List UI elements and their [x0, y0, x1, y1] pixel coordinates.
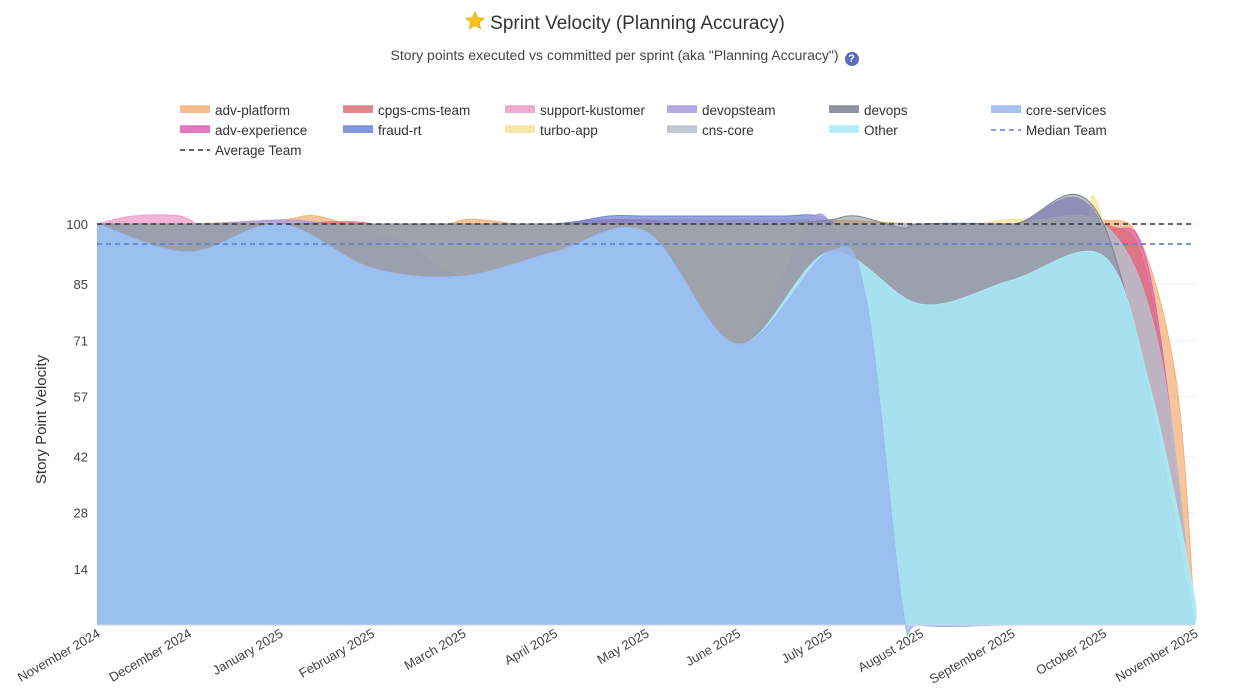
legend-item-adv-experience[interactable]: adv-experience	[180, 123, 307, 138]
x-tick-label: June 2025	[683, 626, 743, 669]
area-core-services[interactable]	[97, 223, 1195, 635]
x-tick-label: May 2025	[595, 626, 652, 668]
legend-label: devopsteam	[702, 103, 776, 118]
legend-label: cpgs-cms-team	[378, 103, 470, 118]
x-tick-label: December 2024	[106, 626, 194, 685]
legend-label: Average Team	[215, 143, 302, 158]
y-tick-label: 100	[66, 217, 88, 232]
legend-swatch	[667, 126, 697, 133]
help-icon[interactable]: ?	[844, 52, 859, 66]
legend-label: core-services	[1026, 103, 1107, 118]
x-tick-label: April 2025	[502, 626, 560, 668]
x-tick-label: September 2025	[927, 626, 1018, 687]
x-tick-label: July 2025	[779, 626, 835, 667]
x-tick-label: August 2025	[855, 626, 926, 675]
legend-item-devops[interactable]: devops	[829, 103, 908, 118]
legend-swatch	[991, 106, 1021, 113]
x-tick-label: November 2024	[15, 626, 103, 685]
legend-item-median-team[interactable]: Median Team	[991, 123, 1107, 138]
legend-swatch	[829, 106, 859, 113]
legend-label: devops	[864, 103, 908, 118]
y-tick-label: 57	[74, 389, 88, 404]
star-icon	[465, 10, 486, 30]
legend-item-support-kustomer[interactable]: support-kustomer	[505, 103, 646, 118]
legend-item-other[interactable]: Other	[829, 123, 898, 138]
legend-label: Other	[864, 123, 898, 138]
area-line-core-services	[96, 223, 1196, 636]
chart-subtitle-text: Story points executed vs committed per s…	[390, 47, 839, 63]
legend-label: turbo-app	[540, 123, 598, 138]
legend-swatch	[505, 126, 535, 133]
legend-item-fraud-rt[interactable]: fraud-rt	[343, 123, 422, 138]
y-tick-label: 71	[74, 333, 88, 348]
legend-label: adv-platform	[215, 103, 290, 118]
legend-item-turbo-app[interactable]: turbo-app	[505, 123, 598, 138]
legend-swatch	[667, 106, 697, 113]
legend-label: adv-experience	[215, 123, 307, 138]
legend-item-cns-core[interactable]: cns-core	[667, 123, 754, 138]
legend-swatch	[829, 126, 859, 133]
x-tick-label: November 2025	[1113, 626, 1201, 685]
y-tick-label: 28	[74, 506, 88, 521]
chart-title: Sprint Velocity (Planning Accuracy)	[0, 10, 1249, 35]
x-tick-label: October 2025	[1033, 626, 1109, 678]
y-tick-label: 42	[74, 450, 88, 465]
chart-reference-lines	[97, 223, 1195, 245]
legend-label: support-kustomer	[540, 103, 646, 118]
y-axis-title: Story Point Velocity	[33, 354, 50, 484]
legend-label: Median Team	[1026, 123, 1107, 138]
legend-item-average-team[interactable]: Average Team	[180, 143, 302, 158]
legend-item-devopsteam[interactable]: devopsteam	[667, 103, 776, 118]
legend-swatch	[180, 126, 210, 133]
legend-swatch	[180, 106, 210, 113]
x-tick-label: February 2025	[296, 626, 377, 681]
legend-swatch	[505, 106, 535, 113]
legend-item-cpgs-cms-team[interactable]: cpgs-cms-team	[343, 103, 470, 118]
x-tick-label: March 2025	[402, 626, 469, 673]
chart-title-text: Sprint Velocity (Planning Accuracy)	[490, 13, 785, 34]
y-tick-label: 85	[74, 277, 88, 292]
legend-label: cns-core	[702, 123, 754, 138]
y-tick-label: 14	[74, 562, 88, 577]
legend-item-core-services[interactable]: core-services	[991, 103, 1107, 118]
legend-swatch	[343, 126, 373, 133]
legend-swatch	[343, 106, 373, 113]
chart-areas	[96, 193, 1197, 636]
legend-label: fraud-rt	[378, 123, 422, 138]
chart-legend: adv-platform cpgs-cms-team support-kustome…	[180, 103, 1107, 158]
legend-item-adv-platform[interactable]: adv-platform	[180, 103, 290, 118]
x-tick-label: January 2025	[210, 626, 286, 678]
chart-subtitle: Story points executed vs committed per s…	[0, 47, 1249, 66]
